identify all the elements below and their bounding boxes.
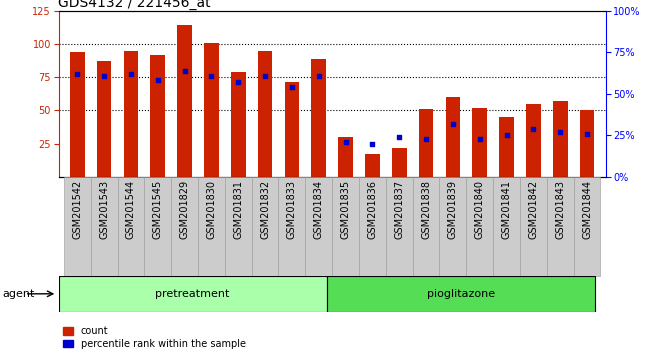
- Point: [474, 136, 485, 142]
- Bar: [580, 110, 594, 177]
- Text: GDS4132 / 221456_at: GDS4132 / 221456_at: [58, 0, 211, 10]
- Bar: [413, 177, 439, 276]
- Bar: [198, 177, 225, 276]
- Bar: [278, 177, 306, 276]
- Bar: [97, 61, 112, 177]
- Text: GSM201545: GSM201545: [153, 180, 162, 239]
- Bar: [573, 177, 601, 276]
- Text: GSM201831: GSM201831: [233, 180, 243, 239]
- Bar: [392, 148, 407, 177]
- Text: GSM201830: GSM201830: [207, 180, 216, 239]
- Text: GSM201544: GSM201544: [126, 180, 136, 239]
- Text: GSM201842: GSM201842: [528, 180, 538, 239]
- Bar: [419, 109, 434, 177]
- Bar: [547, 177, 573, 276]
- Text: GSM201835: GSM201835: [341, 180, 350, 239]
- Point: [367, 141, 378, 147]
- Point: [153, 78, 163, 83]
- Point: [313, 73, 324, 78]
- Bar: [252, 177, 278, 276]
- Text: GSM201838: GSM201838: [421, 180, 431, 239]
- Point: [72, 71, 83, 77]
- Bar: [257, 51, 272, 177]
- Point: [179, 68, 190, 73]
- Point: [582, 131, 592, 137]
- Text: GSM201837: GSM201837: [394, 180, 404, 239]
- Point: [421, 136, 431, 142]
- Point: [341, 139, 351, 145]
- Bar: [473, 108, 487, 177]
- Point: [99, 73, 109, 78]
- Point: [555, 129, 566, 135]
- Bar: [499, 117, 514, 177]
- Text: GSM201844: GSM201844: [582, 180, 592, 239]
- Point: [394, 134, 404, 140]
- Bar: [365, 154, 380, 177]
- Text: agent: agent: [2, 289, 34, 299]
- Bar: [124, 51, 138, 177]
- Bar: [386, 177, 413, 276]
- Bar: [338, 137, 353, 177]
- Text: GSM201832: GSM201832: [260, 180, 270, 239]
- Text: GSM201843: GSM201843: [555, 180, 566, 239]
- Point: [528, 126, 539, 132]
- Text: pioglitazone: pioglitazone: [427, 289, 495, 299]
- Bar: [493, 177, 520, 276]
- Bar: [552, 101, 567, 177]
- Bar: [285, 82, 299, 177]
- Bar: [359, 177, 386, 276]
- Point: [287, 84, 297, 90]
- Point: [125, 71, 136, 77]
- Bar: [58, 276, 327, 312]
- Text: GSM201833: GSM201833: [287, 180, 297, 239]
- Point: [233, 79, 244, 85]
- Text: GSM201836: GSM201836: [367, 180, 378, 239]
- Point: [260, 73, 270, 78]
- Bar: [439, 177, 466, 276]
- Text: GSM201839: GSM201839: [448, 180, 458, 239]
- Text: GSM201543: GSM201543: [99, 180, 109, 239]
- Bar: [225, 177, 252, 276]
- Text: GSM201834: GSM201834: [314, 180, 324, 239]
- Bar: [526, 104, 541, 177]
- Bar: [311, 58, 326, 177]
- Bar: [150, 55, 165, 177]
- Bar: [118, 177, 144, 276]
- Bar: [520, 177, 547, 276]
- Bar: [231, 72, 246, 177]
- Point: [206, 73, 216, 78]
- Text: GSM201841: GSM201841: [502, 180, 512, 239]
- Bar: [64, 177, 91, 276]
- Bar: [91, 177, 118, 276]
- Bar: [171, 177, 198, 276]
- Text: GSM201840: GSM201840: [474, 180, 485, 239]
- Bar: [306, 177, 332, 276]
- Legend: count, percentile rank within the sample: count, percentile rank within the sample: [63, 326, 246, 349]
- Bar: [332, 177, 359, 276]
- Text: GSM201542: GSM201542: [72, 180, 83, 239]
- Bar: [70, 52, 84, 177]
- Bar: [144, 177, 171, 276]
- Bar: [445, 97, 460, 177]
- Text: GSM201829: GSM201829: [179, 180, 190, 239]
- Bar: [177, 25, 192, 177]
- Bar: [204, 42, 219, 177]
- Bar: [327, 276, 595, 312]
- Point: [501, 132, 512, 138]
- Text: pretreatment: pretreatment: [155, 289, 230, 299]
- Point: [448, 121, 458, 127]
- Bar: [466, 177, 493, 276]
